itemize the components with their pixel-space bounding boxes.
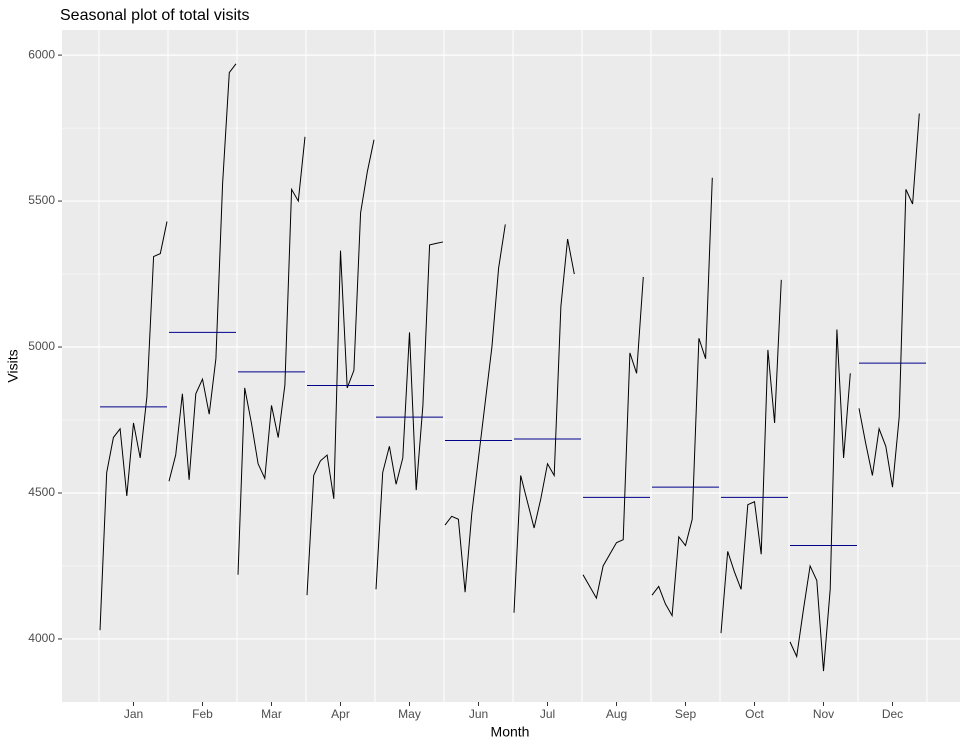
x-tick-label: Dec [882, 707, 903, 721]
series-line [237, 136, 306, 575]
x-tick-label: Sep [675, 707, 697, 721]
x-tick-label: Feb [192, 707, 213, 721]
x-axis-title: Month [491, 724, 530, 740]
x-tick-label: Oct [745, 707, 764, 721]
plot-panel [62, 30, 960, 702]
series-line [99, 221, 168, 631]
series-line [513, 238, 575, 613]
x-tick-label: Jul [540, 707, 555, 721]
x-tick-label: Aug [606, 707, 627, 721]
series-line [720, 279, 782, 634]
y-tick-label: 4000 [28, 631, 55, 645]
x-tick-label: Apr [331, 707, 350, 721]
chart-title: Seasonal plot of total visits [60, 7, 249, 24]
y-tick-label: 5000 [28, 339, 55, 353]
y-tick-label: 4500 [28, 485, 55, 499]
x-tick-label: Nov [813, 707, 834, 721]
series-line [651, 177, 713, 618]
y-axis-title: Visits [5, 349, 21, 382]
x-tick-label: Jun [469, 707, 488, 721]
series-line [789, 329, 851, 672]
series-line [306, 139, 375, 596]
series-line [444, 224, 506, 593]
series-line [375, 241, 444, 590]
series-line [582, 276, 644, 600]
y-tick-label: 6000 [28, 47, 55, 61]
x-tick-label: Jan [124, 707, 143, 721]
series-line [858, 113, 920, 488]
y-tick-label: 5500 [28, 193, 55, 207]
x-tick-label: May [398, 707, 421, 721]
series-line [168, 63, 237, 482]
x-tick-label: Mar [261, 707, 282, 721]
